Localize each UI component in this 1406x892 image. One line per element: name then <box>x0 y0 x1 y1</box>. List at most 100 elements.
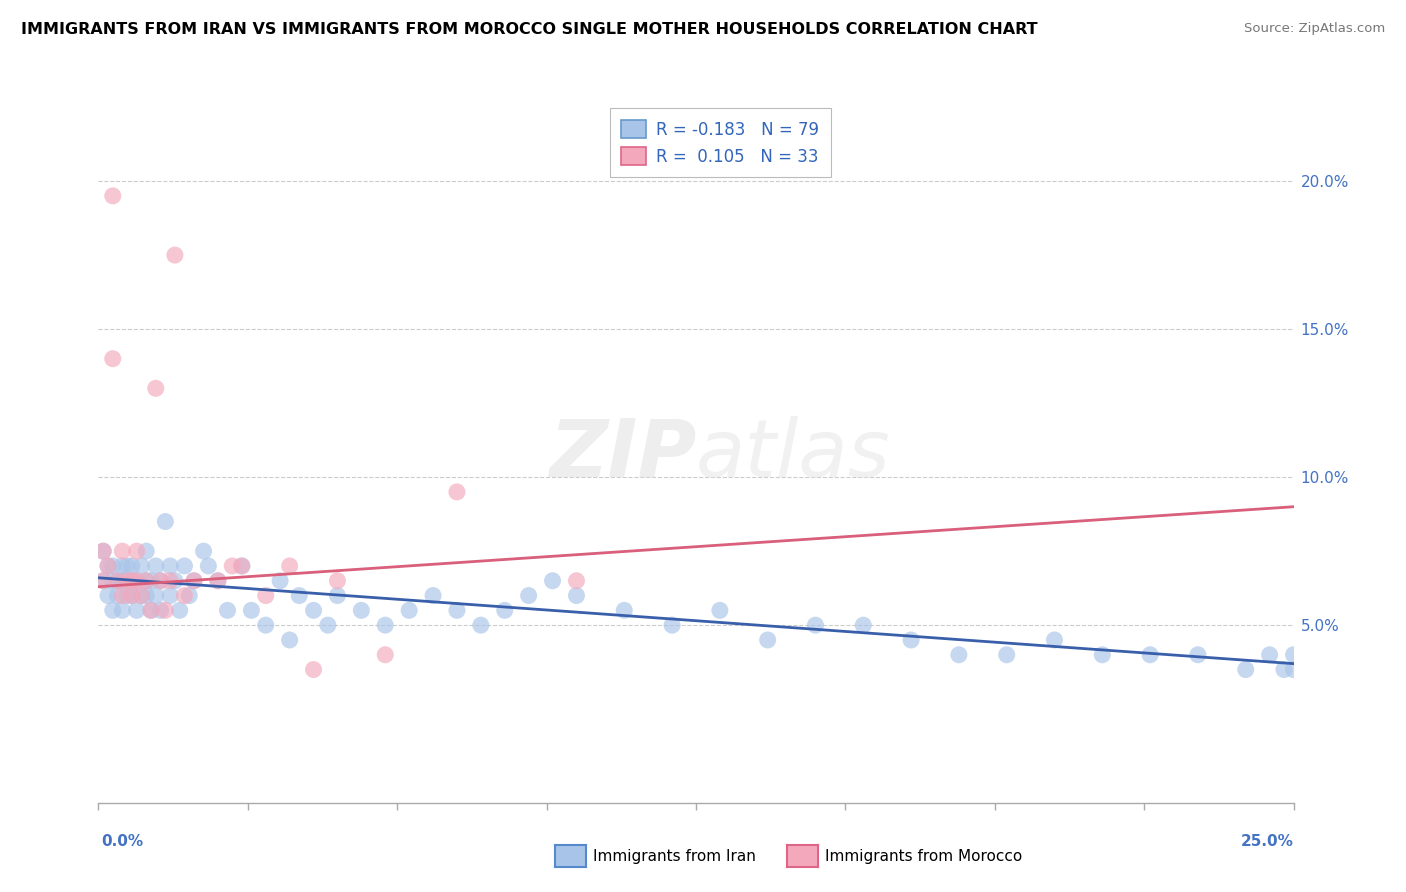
Point <box>131 558 153 573</box>
Point <box>613 603 636 617</box>
Point <box>288 589 311 603</box>
Point <box>159 589 181 603</box>
Point <box>121 574 143 588</box>
Legend: R = -0.183   N = 79, R =  0.105   N = 33: R = -0.183 N = 79, R = 0.105 N = 33 <box>610 109 831 178</box>
Point <box>139 603 162 617</box>
Point <box>111 544 134 558</box>
Point <box>91 574 114 588</box>
Point <box>269 574 291 588</box>
Point <box>97 558 120 573</box>
Text: IMMIGRANTS FROM IRAN VS IMMIGRANTS FROM MOROCCO SINGLE MOTHER HOUSEHOLDS CORRELA: IMMIGRANTS FROM IRAN VS IMMIGRANTS FROM … <box>21 22 1038 37</box>
Point <box>101 603 124 617</box>
Point <box>101 189 124 203</box>
Point <box>91 574 114 588</box>
Text: 25.0%: 25.0% <box>1240 834 1294 849</box>
Point <box>155 603 177 617</box>
Point <box>107 589 129 603</box>
Point <box>159 574 181 588</box>
Point <box>1282 663 1305 677</box>
Point <box>159 558 181 573</box>
Point <box>139 574 162 588</box>
Point <box>193 544 215 558</box>
Point <box>145 381 167 395</box>
Point <box>221 558 243 573</box>
Point <box>111 589 134 603</box>
Point <box>125 574 148 588</box>
Point <box>1272 663 1295 677</box>
Point <box>163 574 186 588</box>
Point <box>183 574 205 588</box>
Text: ZIP: ZIP <box>548 416 696 494</box>
Point <box>422 589 444 603</box>
Text: Source: ZipAtlas.com: Source: ZipAtlas.com <box>1244 22 1385 36</box>
Point <box>231 558 253 573</box>
Text: atlas: atlas <box>696 416 891 494</box>
Point <box>135 574 157 588</box>
Point <box>139 603 162 617</box>
Point <box>326 589 349 603</box>
Point <box>115 574 138 588</box>
Point <box>163 248 186 262</box>
Point <box>135 574 157 588</box>
Point <box>145 589 167 603</box>
Point <box>107 574 129 588</box>
Point <box>131 589 153 603</box>
Point <box>948 648 970 662</box>
Point <box>121 558 143 573</box>
Point <box>254 618 277 632</box>
Point <box>709 603 731 617</box>
Point <box>1139 648 1161 662</box>
Point <box>125 544 148 558</box>
Point <box>179 589 201 603</box>
Point <box>900 632 922 647</box>
Point <box>115 589 138 603</box>
Point <box>326 574 349 588</box>
Point <box>494 603 516 617</box>
Point <box>155 515 177 529</box>
Point <box>121 589 143 603</box>
Point <box>121 574 143 588</box>
Point <box>135 589 157 603</box>
Point <box>149 574 172 588</box>
Point <box>169 603 191 617</box>
Text: 0.0%: 0.0% <box>101 834 143 849</box>
Point <box>1258 648 1281 662</box>
Point <box>97 558 120 573</box>
Point <box>111 574 134 588</box>
Point <box>852 618 875 632</box>
Point <box>446 603 468 617</box>
Point <box>254 589 277 603</box>
Point <box>1043 632 1066 647</box>
Point <box>470 618 492 632</box>
Point <box>173 589 195 603</box>
Point <box>183 574 205 588</box>
Point <box>316 618 339 632</box>
Point <box>374 648 396 662</box>
Point <box>121 589 143 603</box>
Point <box>278 632 301 647</box>
Point <box>145 558 167 573</box>
Point <box>541 574 564 588</box>
Point <box>350 603 373 617</box>
Point <box>517 589 540 603</box>
Point <box>278 558 301 573</box>
Point <box>207 574 229 588</box>
Point <box>101 351 124 366</box>
Point <box>995 648 1018 662</box>
Point <box>101 558 124 573</box>
Point <box>1234 663 1257 677</box>
Point <box>125 574 148 588</box>
Point <box>217 603 239 617</box>
Point <box>1091 648 1114 662</box>
Point <box>91 544 114 558</box>
Point <box>565 574 588 588</box>
Point <box>97 589 120 603</box>
Point <box>149 574 172 588</box>
Point <box>302 663 325 677</box>
Point <box>231 558 253 573</box>
Point <box>398 603 420 617</box>
Point <box>111 603 134 617</box>
Point <box>302 603 325 617</box>
Point <box>101 574 124 588</box>
Point <box>240 603 263 617</box>
